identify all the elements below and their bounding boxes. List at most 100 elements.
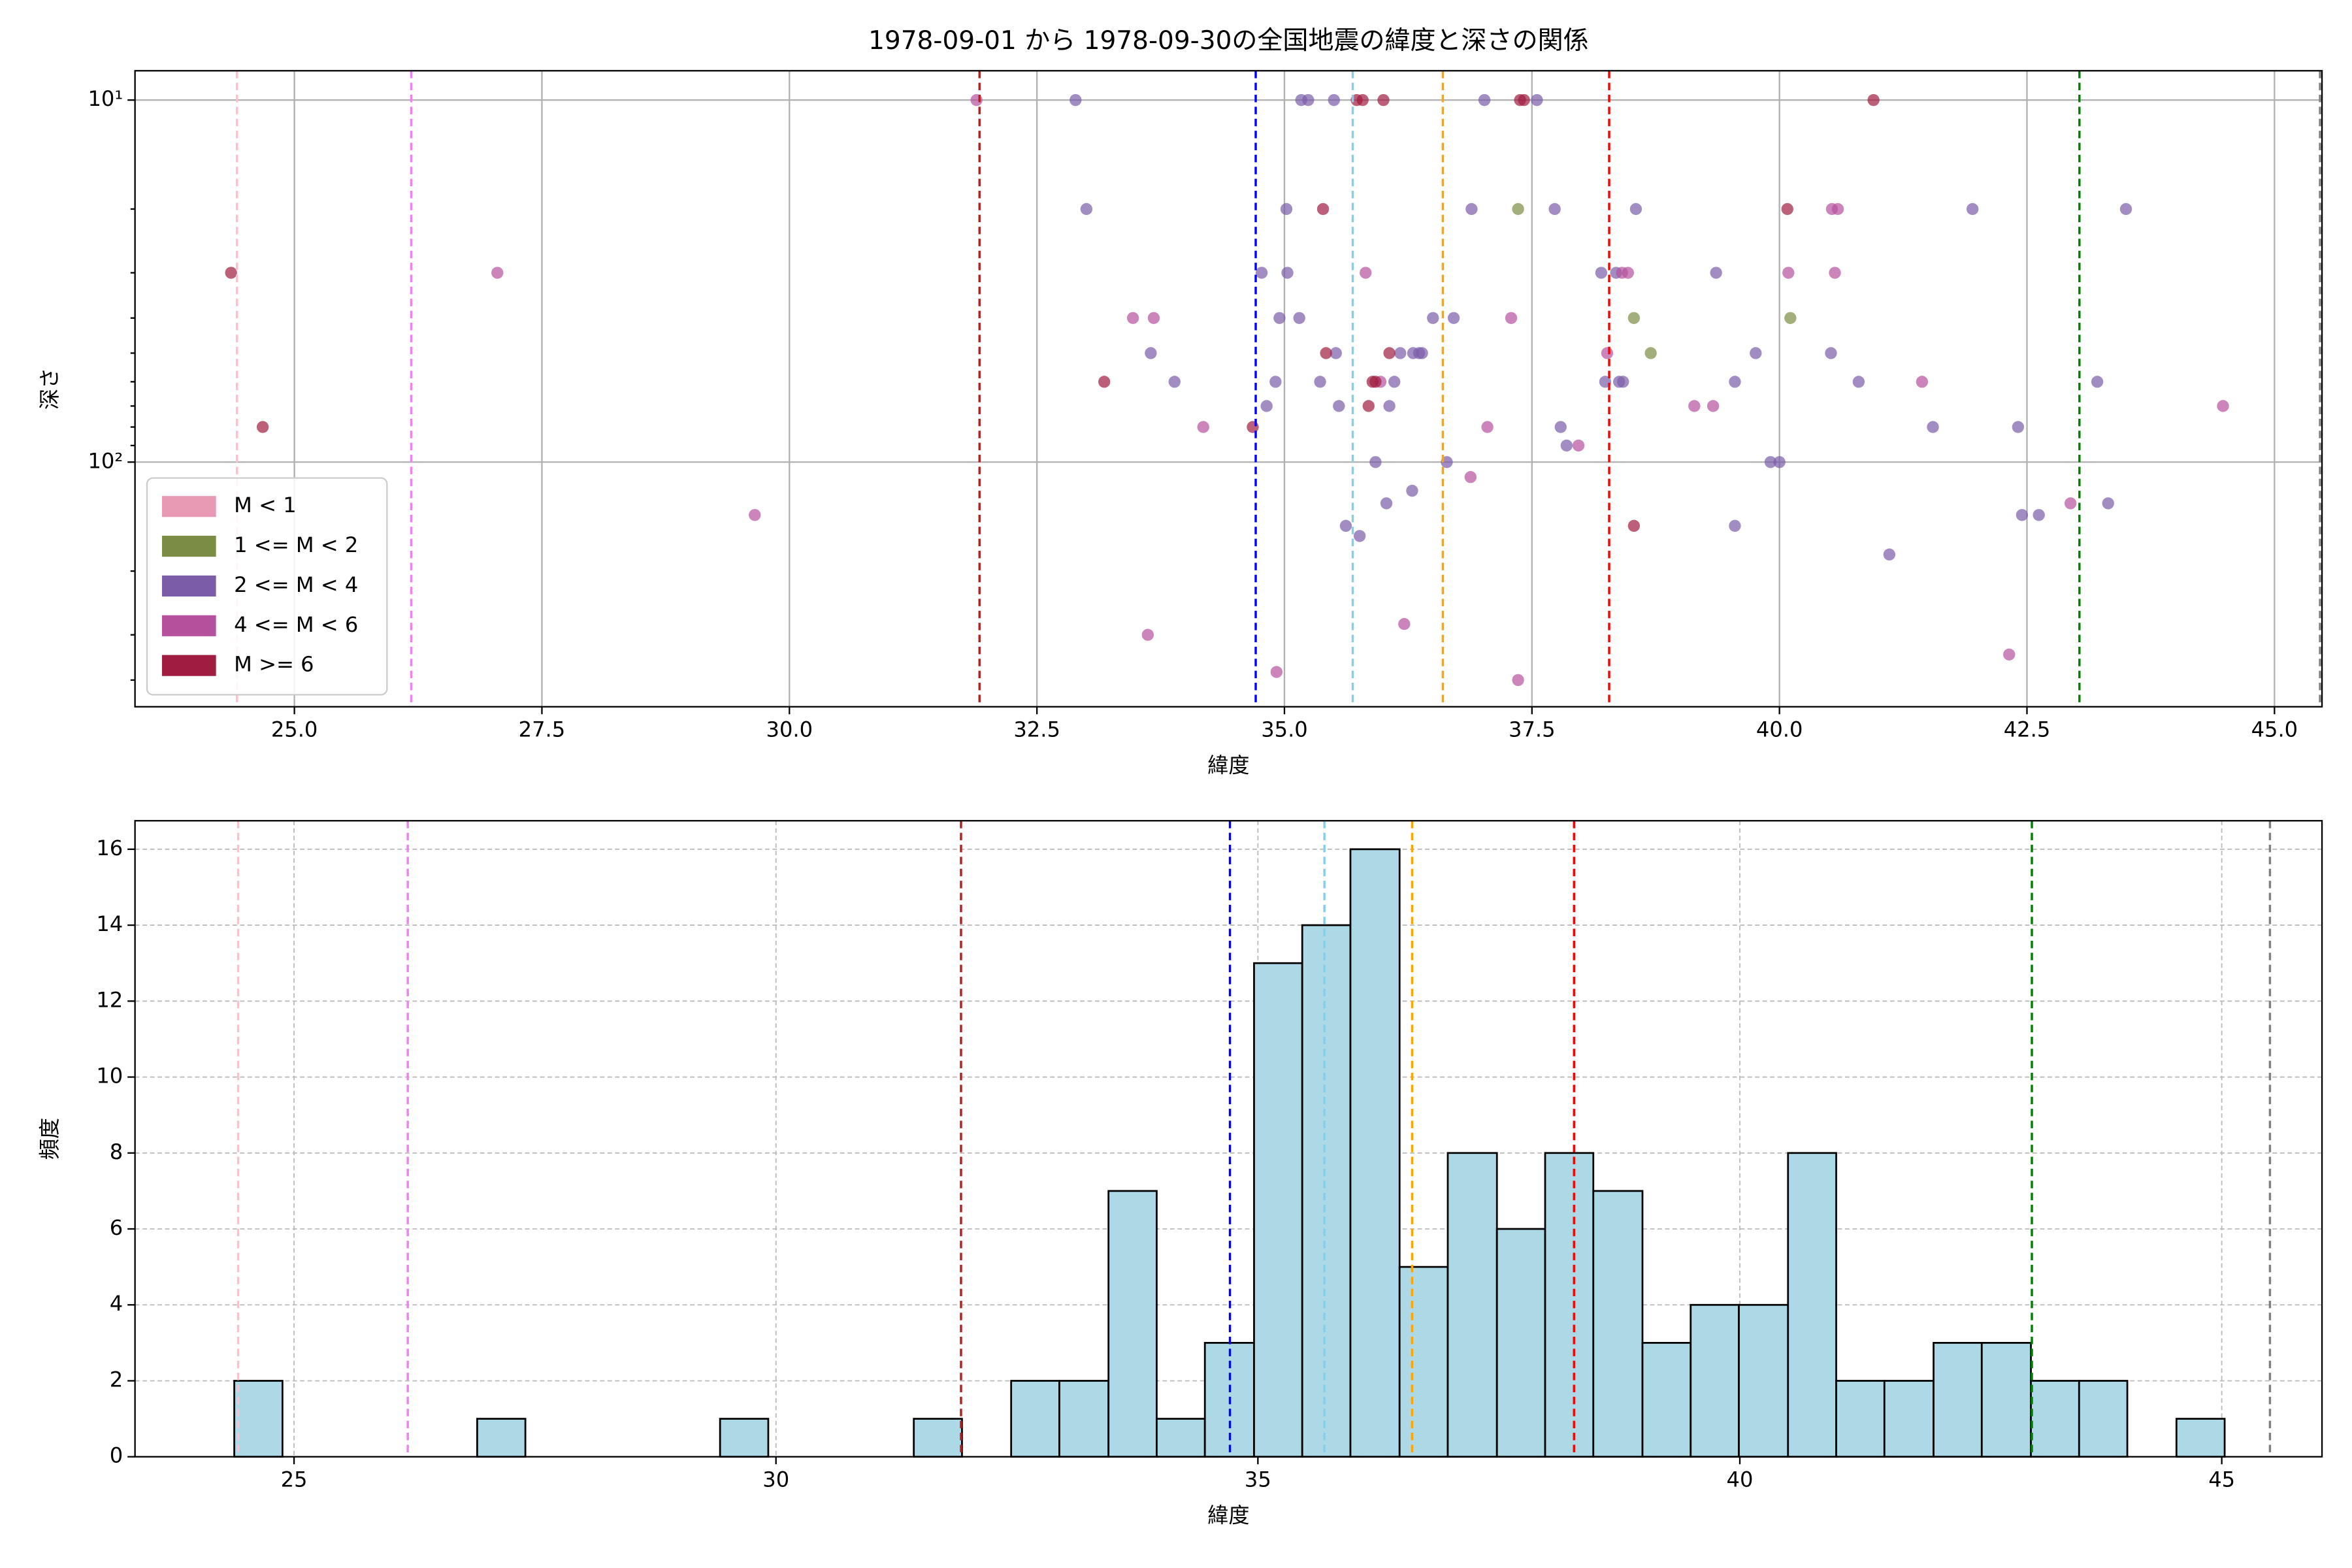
point [1416, 347, 1428, 359]
point [1629, 203, 1642, 216]
point [1141, 629, 1154, 641]
point [1560, 439, 1573, 452]
point [1481, 421, 1494, 433]
point [1782, 267, 1795, 279]
point [1247, 421, 1259, 433]
bar [1544, 1152, 1595, 1458]
point [1333, 400, 1345, 412]
point [1784, 312, 1797, 324]
point [1260, 400, 1273, 412]
x-tick-label: 35.0 [1261, 717, 1308, 742]
point [1927, 421, 1939, 433]
point [1829, 267, 1841, 279]
bar [2175, 1418, 2226, 1458]
point [1281, 267, 1294, 279]
axes-frame [134, 820, 2323, 1458]
bar [719, 1418, 770, 1458]
point [1314, 376, 1326, 388]
point [1147, 312, 1160, 324]
point [1360, 267, 1372, 279]
point [1270, 666, 1283, 678]
x-axis-label: 緯度 [1207, 1503, 1249, 1528]
point [1852, 376, 1865, 388]
y-tick-label: 12 [96, 987, 123, 1012]
point [1554, 421, 1567, 433]
point [1512, 674, 1524, 687]
x-tick-label: 27.5 [519, 717, 566, 742]
chart-title: 1978-09-01 から 1978-09-30の全国地震の緯度と深さの関係 [868, 26, 1589, 56]
y-tick-label: 10 [96, 1064, 123, 1088]
point [1707, 400, 1720, 412]
bar [1690, 1303, 1740, 1458]
point [491, 267, 504, 279]
point [256, 421, 269, 433]
bar [1058, 1380, 1110, 1458]
x-tick-label: 45 [2208, 1467, 2235, 1492]
bar [1738, 1303, 1789, 1458]
point [2064, 497, 2077, 510]
bar [233, 1380, 284, 1458]
point [1512, 203, 1524, 216]
axes-frame [134, 70, 2323, 708]
x-tick-label: 45.0 [2251, 717, 2298, 742]
y-tick-label: 0 [110, 1443, 123, 1468]
point [1883, 548, 1896, 561]
x-tick-label: 42.5 [2004, 717, 2051, 742]
point [1380, 497, 1393, 510]
point [1356, 93, 1369, 106]
point [1394, 347, 1407, 359]
point [1764, 456, 1777, 468]
point [1531, 93, 1543, 106]
x-tick-label: 40.0 [1756, 717, 1803, 742]
y-axis-label: 頻度 [37, 1118, 62, 1160]
point [1617, 376, 1629, 388]
x-tick-label: 37.5 [1509, 717, 1556, 742]
point [1867, 93, 1880, 106]
legend-swatch [161, 496, 216, 517]
x-tick-label: 25.0 [271, 717, 318, 742]
point [2102, 497, 2114, 510]
bar [1107, 1190, 1158, 1458]
bar [1446, 1152, 1498, 1458]
point [1729, 519, 1741, 532]
point [1465, 203, 1478, 216]
point [1080, 203, 1093, 216]
point [1627, 519, 1641, 532]
y-tick-label: 6 [110, 1215, 123, 1240]
x-tick-label: 30 [762, 1467, 789, 1492]
legend-swatch [161, 615, 216, 636]
bar [1398, 1266, 1449, 1458]
point [1729, 376, 1741, 388]
point [1464, 471, 1477, 483]
point [1316, 203, 1330, 216]
legend-swatch [161, 536, 216, 557]
point [1688, 400, 1701, 412]
point [1518, 93, 1530, 106]
point [1353, 530, 1366, 542]
point [2003, 648, 2016, 661]
y-tick-label: 14 [96, 911, 123, 936]
point [1145, 347, 1157, 359]
point [1383, 347, 1396, 359]
legend-label: M < 1 [234, 493, 297, 517]
bar [1349, 848, 1401, 1458]
legend-swatch [161, 655, 216, 676]
y-tick-label: 2 [110, 1367, 123, 1392]
point [1548, 203, 1561, 216]
point [1168, 376, 1181, 388]
point [1293, 312, 1305, 324]
bar [1495, 1228, 1546, 1458]
point [1098, 376, 1111, 388]
x-tick-label: 35 [1245, 1467, 1271, 1492]
point [1601, 347, 1614, 359]
point [2016, 509, 2029, 521]
point [1750, 347, 1762, 359]
point [1330, 347, 1342, 359]
point [1572, 439, 1585, 452]
point [1916, 376, 1929, 388]
point [1362, 400, 1375, 412]
point [2091, 376, 2104, 388]
point [1070, 93, 1082, 106]
bar [476, 1418, 527, 1458]
